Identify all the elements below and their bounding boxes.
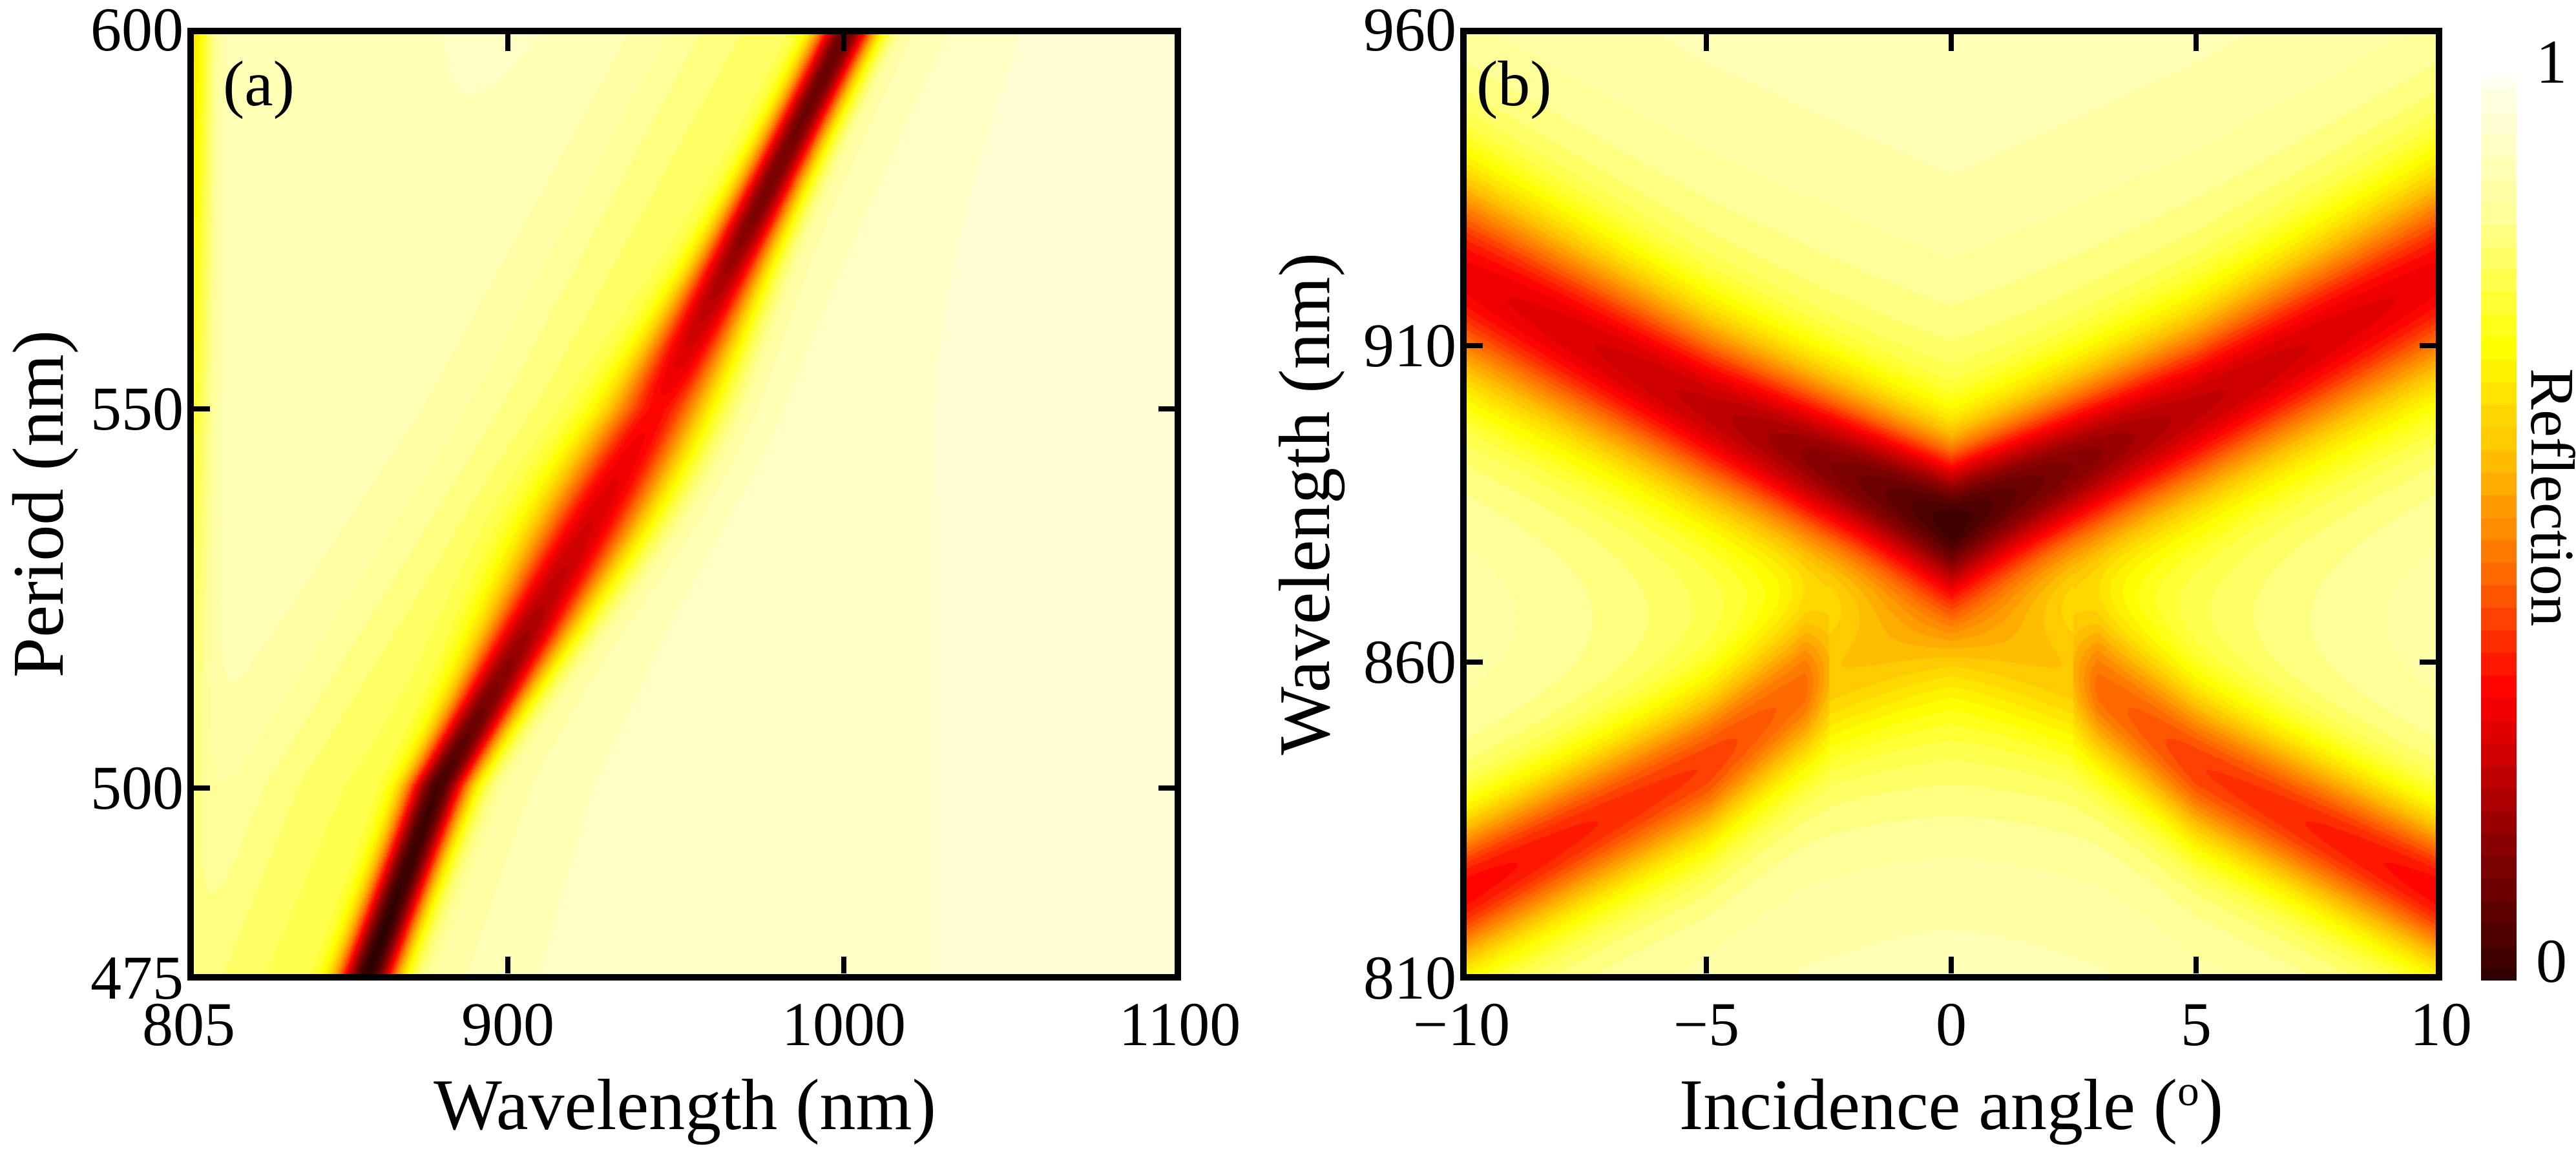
- x-tick-label: 1000: [782, 990, 906, 1059]
- colorbar-title: Reflection: [2518, 368, 2576, 627]
- x-axis-title-b: Incidence angle (o): [1679, 1069, 2223, 1141]
- x-tick-top: [2194, 34, 2199, 51]
- x-axis-title-a: Wavelength (nm): [434, 1065, 936, 1145]
- x-tick-label: −10: [1412, 990, 1511, 1059]
- y-tick-left: [1466, 659, 1483, 665]
- x-tick-label: 10: [2410, 990, 2472, 1059]
- x-tick-label: 5: [2181, 990, 2212, 1059]
- colorbar-max-label: 1: [2536, 27, 2567, 96]
- x-tick-bottom: [1704, 957, 1709, 973]
- y-tick-label: 860: [1363, 627, 1456, 696]
- x-tick-bottom: [841, 957, 846, 973]
- heatmap-a: [191, 31, 1178, 974]
- x-tick-label: 1100: [1118, 990, 1241, 1059]
- x-tick-label: 900: [461, 990, 554, 1059]
- x-tick-top: [1949, 34, 1954, 51]
- x-axis-title-b-end: ): [2199, 1065, 2223, 1145]
- y-tick-label: 600: [90, 0, 183, 64]
- y-tick-left: [1466, 343, 1483, 349]
- x-tick-bottom: [1949, 957, 1954, 973]
- colorbar-min-label: 0: [2536, 926, 2567, 995]
- y-tick-label: 500: [90, 753, 183, 823]
- x-tick-bottom: [2194, 957, 2199, 973]
- y-axis-title-b: Wavelength (nm): [1265, 253, 1345, 755]
- y-tick-right: [1158, 406, 1175, 412]
- panel-label-a: (a): [223, 48, 295, 119]
- x-tick-bottom: [505, 957, 510, 973]
- y-tick-right: [2420, 659, 2436, 665]
- y-axis-title-a: Period (nm): [0, 329, 79, 678]
- heatmap-b: [1463, 31, 2439, 974]
- y-tick-left: [193, 406, 210, 412]
- colorbar-gradient: [2481, 78, 2517, 981]
- panel-label-b: (b): [1476, 48, 1552, 119]
- x-axis-title-b-text: Incidence angle (: [1679, 1065, 2178, 1145]
- axes-frame-a: [187, 28, 1181, 981]
- y-tick-left: [193, 785, 210, 791]
- y-tick-label: 960: [1363, 0, 1456, 64]
- y-tick-right: [2420, 343, 2436, 349]
- axes-frame-b: [1460, 28, 2442, 981]
- x-tick-top: [505, 34, 510, 51]
- y-tick-right: [1158, 785, 1175, 791]
- degree-symbol: o: [2177, 1066, 2199, 1116]
- y-tick-label: 550: [90, 374, 183, 444]
- y-tick-label: 810: [1363, 943, 1456, 1012]
- x-tick-top: [841, 34, 846, 51]
- y-tick-label: 910: [1363, 311, 1456, 380]
- y-tick-label: 475: [90, 943, 183, 1012]
- x-tick-label: 0: [1936, 990, 1967, 1059]
- x-tick-label: 805: [142, 990, 235, 1059]
- x-tick-top: [1704, 34, 1709, 51]
- x-tick-label: −5: [1673, 990, 1740, 1059]
